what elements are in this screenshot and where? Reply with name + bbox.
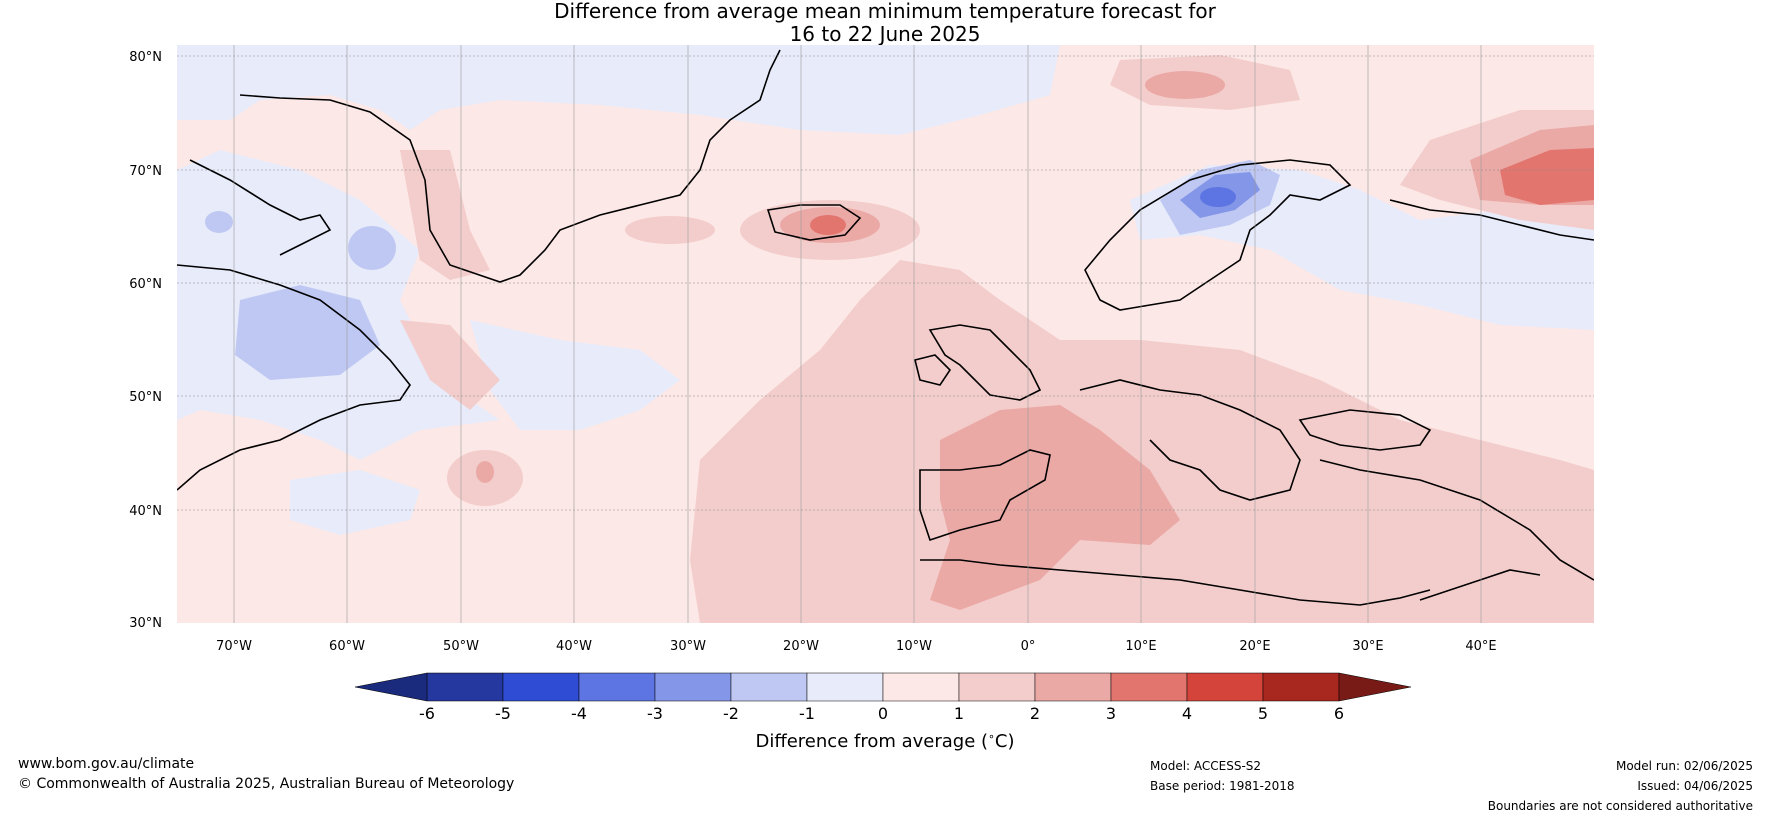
colorbar-segment: [1262, 672, 1340, 702]
lat-label: 70°N: [129, 164, 162, 179]
footer-left: www.bom.gov.au/climate © Commonwealth of…: [18, 754, 514, 794]
lat-label: 30°N: [129, 616, 162, 631]
meridians: [233, 45, 1482, 623]
chart-title: Difference from average mean minimum tem…: [0, 0, 1770, 46]
footer-dates: Model run: 02/06/2025 Issued: 04/06/2025…: [1488, 756, 1753, 816]
colorbar-segment: [1110, 672, 1188, 702]
colorbar-tick-label: -2: [723, 704, 739, 723]
baffin-negative-patch: [348, 226, 396, 270]
colorbar-segment: [578, 672, 656, 702]
lon-label: 30°W: [670, 639, 706, 654]
issued-date: Issued: 04/06/2025: [1637, 779, 1753, 793]
colorbar-tick-label: -5: [495, 704, 511, 723]
base-period: Base period: 1981-2018: [1150, 779, 1295, 793]
mid-atlantic-negative-area: [470, 320, 680, 430]
colorbar-segment: [1186, 672, 1264, 702]
lon-label: 10°E: [1125, 639, 1156, 654]
colorbar-tick-label: 2: [1030, 704, 1040, 723]
title-line-1: Difference from average mean minimum tem…: [554, 0, 1216, 23]
colorbar-segment: [958, 672, 1036, 702]
russia-positive-peak: [1500, 148, 1594, 205]
degree-symbol: ∘: [988, 730, 995, 743]
colorbar: [354, 672, 1412, 702]
south-greenland-positive-patch: [625, 216, 715, 244]
model-run-date: Model run: 02/06/2025: [1615, 759, 1753, 773]
lat-label: 40°N: [129, 504, 162, 519]
colorbar-label-text: Difference from average (: [755, 731, 989, 752]
colorbar-tick-label: -3: [647, 704, 663, 723]
boundaries-disclaimer: Boundaries are not considered authoritat…: [1487, 799, 1753, 813]
model-name: Model: ACCESS-S2: [1150, 759, 1262, 773]
lon-label: 50°W: [443, 639, 479, 654]
lon-label: 40°E: [1465, 639, 1496, 654]
colorbar-label: Difference from average (∘C): [0, 730, 1770, 752]
greenland-west-positive-area: [400, 150, 490, 280]
lat-label: 60°N: [129, 277, 162, 292]
longitude-labels: 70°W 60°W 50°W 40°W 30°W 20°W 10°W 0° 10…: [216, 639, 1497, 654]
france-mediterranean-positive-core: [930, 405, 1180, 610]
colorbar-tick-label: -6: [419, 704, 435, 723]
lon-label: 20°E: [1239, 639, 1270, 654]
colorbar-tick-label: 3: [1106, 704, 1116, 723]
northwest-negative-patch: [205, 211, 233, 233]
lat-label: 50°N: [129, 390, 162, 405]
west-atlantic-negative-area: [290, 470, 420, 535]
lon-label: 60°W: [329, 639, 365, 654]
colorbar-segment: [654, 672, 732, 702]
colorbar-over-arrow: [1338, 672, 1412, 702]
gridlines: [177, 55, 1594, 511]
azores-positive-core: [476, 461, 494, 483]
lon-label: 70°W: [216, 639, 252, 654]
mid-atlantic-positive-area: [400, 320, 500, 410]
colorbar-tick-label: 5: [1258, 704, 1268, 723]
colorbar-segment: [1034, 672, 1112, 702]
lon-label: 0°: [1021, 639, 1036, 654]
latitude-labels: 80°N 70°N 60°N 50°N 40°N 30°N: [129, 50, 162, 631]
colorbar-segment: [806, 672, 884, 702]
colorbar-segment: [730, 672, 808, 702]
arctic-negative-area: [177, 45, 1060, 135]
copyright-notice: © Commonwealth of Australia 2025, Austra…: [18, 776, 515, 792]
colorbar-tick-label: 1: [954, 704, 964, 723]
norway-negative-peak: [1200, 187, 1236, 207]
coastlines: [177, 49, 1594, 606]
svalbard-positive-core: [1145, 71, 1225, 99]
colorbar-tick-label: -4: [571, 704, 587, 723]
colorbar-label-unit: C): [994, 731, 1015, 752]
colorbar-tick-label: 6: [1334, 704, 1344, 723]
colorbar-segment: [426, 672, 504, 702]
colorbar-tick-label: 0: [878, 704, 888, 723]
website-link[interactable]: www.bom.gov.au/climate: [18, 756, 195, 772]
colorbar-tick-label: 4: [1182, 704, 1192, 723]
colorbar-segment: [882, 672, 960, 702]
lon-label: 40°W: [556, 639, 592, 654]
colorbar-segment: [502, 672, 580, 702]
footer-model-info: Model: ACCESS-S2 Base period: 1981-2018: [1150, 756, 1295, 796]
lon-label: 30°E: [1352, 639, 1383, 654]
colorbar-tick-label: -1: [799, 704, 815, 723]
colorbar-under-arrow: [354, 672, 428, 702]
lon-label: 10°W: [896, 639, 932, 654]
colorbar-tick-labels: -6 -5 -4 -3 -2 -1 0 1 2 3 4 5 6: [419, 704, 1344, 723]
anomaly-field: [177, 45, 1594, 623]
iceland-positive-peak: [810, 215, 846, 235]
title-line-2: 16 to 22 June 2025: [789, 22, 981, 46]
lat-label: 80°N: [129, 50, 162, 65]
lon-label: 20°W: [783, 639, 819, 654]
labrador-sea-negative-core: [235, 285, 380, 380]
